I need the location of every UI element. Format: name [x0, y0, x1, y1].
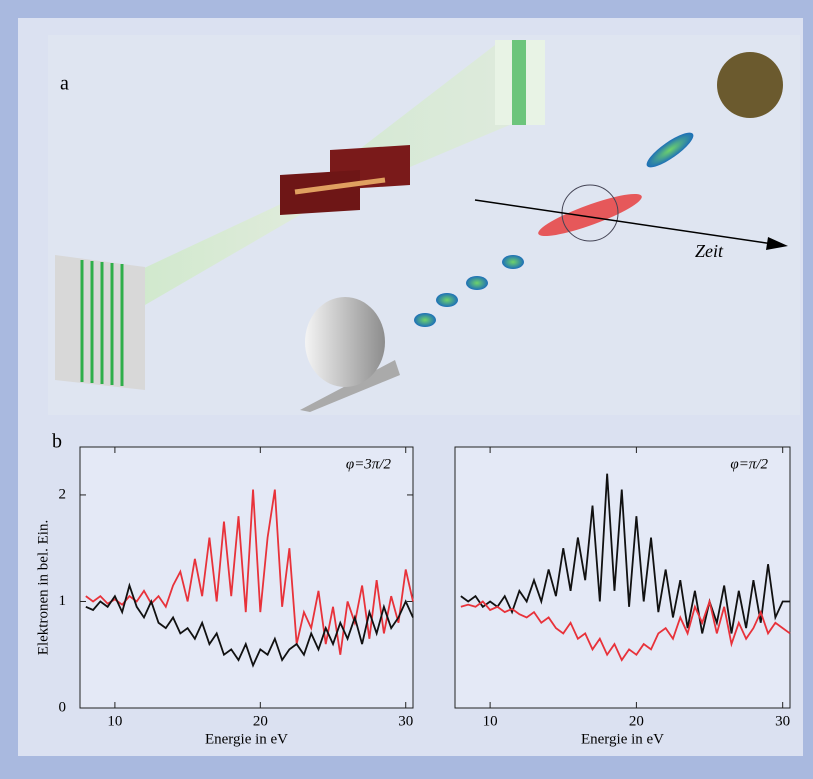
y-tick-label: 2	[59, 486, 67, 502]
annotation: Zeit	[695, 241, 724, 261]
y-tick-label: 0	[59, 699, 67, 715]
figure: a Zeit b 10 20 30 0 1 2 φ=3π/2 Energie in eV Ele…	[0, 0, 813, 774]
detector	[717, 52, 783, 118]
x-tick-label: 10	[483, 713, 498, 729]
illustration	[48, 35, 800, 415]
y-tick-label: 1	[59, 593, 67, 609]
screen-fringe	[512, 40, 526, 125]
pulse	[466, 276, 488, 290]
annotation: φ=3π/2	[346, 456, 392, 472]
panel-label: b	[52, 431, 62, 453]
x-axis-label: Energie in eV	[205, 731, 288, 747]
plot-area	[80, 447, 413, 708]
plot-area	[455, 447, 790, 708]
slit-plate	[280, 170, 360, 215]
pulse	[502, 255, 524, 269]
x-axis-label: Energie in eV	[581, 731, 664, 747]
x-tick-label: 20	[253, 713, 268, 729]
panel-label: a	[60, 73, 69, 95]
x-tick-label: 10	[107, 713, 122, 729]
pulse	[414, 313, 436, 327]
x-tick-label: 30	[398, 713, 413, 729]
x-tick-label: 30	[775, 713, 790, 729]
annotation: φ=π/2	[730, 456, 768, 472]
pulse	[436, 293, 458, 307]
page: {"panel_a": {"label": "a", "annotation":…	[0, 0, 813, 774]
y-axis-label: Elektronen in bel. Ein.	[35, 520, 51, 655]
panel-a-background	[48, 35, 800, 415]
x-tick-label: 20	[629, 713, 644, 729]
cone	[305, 297, 385, 387]
grating	[55, 255, 145, 390]
